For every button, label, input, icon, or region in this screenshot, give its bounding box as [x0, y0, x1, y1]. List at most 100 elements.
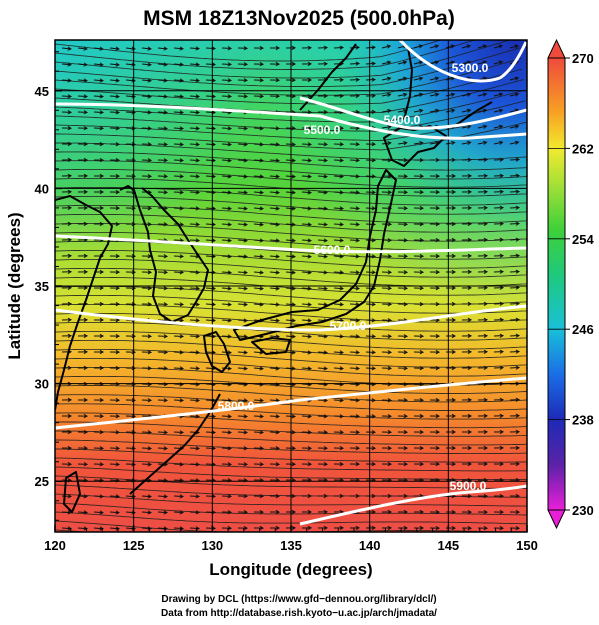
wind-arrow-head [147, 126, 153, 131]
wind-arrow [381, 124, 392, 130]
wind-arrow-head [259, 206, 264, 211]
wind-arrow-head [115, 414, 121, 419]
wind-arrow [317, 126, 329, 131]
wind-arrow [477, 429, 489, 435]
wind-arrow [141, 366, 153, 371]
wind-arrow [189, 286, 200, 291]
wind-arrow-head [531, 109, 534, 112]
wind-arrow-head [532, 446, 535, 449]
wind-arrow [349, 350, 360, 355]
wind-arrow [509, 461, 521, 467]
wind-arrow-head [227, 398, 232, 403]
wind-arrow-head [67, 429, 73, 435]
wind-arrow-shaft [333, 351, 343, 354]
wind-arrow [365, 461, 377, 467]
wind-arrow [397, 398, 409, 403]
wind-arrow [157, 78, 168, 83]
wind-arrow-shaft [205, 191, 215, 194]
wind-arrow-head [531, 141, 534, 144]
wind-arrow [397, 350, 409, 355]
wind-arrow [237, 62, 249, 67]
wind-arrow-shaft [221, 431, 231, 434]
wind-arrow [333, 158, 345, 163]
wind-arrow [349, 190, 360, 195]
wind-arrow-shaft [349, 175, 359, 178]
wind-arrow-head [419, 334, 425, 339]
wind-arrow-head [403, 158, 409, 163]
wind-arrow [413, 76, 424, 81]
wind-arrow-shaft [173, 79, 183, 82]
wind-arrow-head [99, 397, 105, 403]
wind-arrow-head [307, 158, 312, 163]
wind-arrow [205, 510, 217, 515]
wind-arrow [253, 94, 265, 99]
wind-arrow [173, 286, 185, 291]
wind-arrow [269, 254, 280, 259]
wind-arrow-head [83, 253, 89, 259]
wind-arrow [461, 526, 473, 531]
wind-arrow [397, 493, 409, 499]
wind-arrow [461, 221, 473, 227]
wind-arrow [93, 414, 105, 419]
wind-arrow-head [515, 509, 521, 515]
wind-arrow-head [259, 398, 264, 403]
wind-arrow-head [67, 317, 73, 322]
wind-arrow-head [419, 429, 425, 435]
wind-arrow [285, 61, 297, 67]
wind-arrow-head [403, 174, 409, 179]
wind-arrow-head [195, 446, 201, 451]
wind-arrow-head [499, 285, 505, 290]
wind-arrow-head [227, 494, 233, 499]
wind-arrow-head [67, 205, 73, 210]
wind-arrow-head [83, 317, 89, 323]
wind-arrow-head [275, 302, 280, 307]
wind-arrow [397, 525, 409, 531]
wind-arrow-head [147, 526, 152, 531]
wind-arrow-head [386, 60, 392, 65]
wind-arrow [445, 221, 457, 227]
wind-arrow-head [99, 333, 105, 339]
wind-arrow-shaft [189, 191, 199, 194]
wind-arrow [493, 205, 505, 210]
wind-arrow-head [387, 108, 392, 114]
wind-arrow-head [323, 206, 328, 211]
wind-arrow-shaft [157, 79, 167, 82]
wind-arrow [93, 430, 105, 435]
wind-arrow-head [307, 525, 313, 531]
wind-arrow-head [323, 238, 328, 243]
wind-arrow [93, 333, 105, 339]
wind-arrow [349, 525, 361, 531]
wind-arrow-head [355, 270, 360, 275]
wind-arrow-head [498, 60, 504, 65]
wind-arrow [509, 44, 520, 49]
wind-arrow [77, 221, 89, 227]
wind-arrow-head [355, 238, 360, 243]
wind-arrow-shaft [237, 207, 247, 210]
wind-arrow-head [307, 302, 312, 307]
wind-arrow [157, 446, 169, 451]
wind-arrow-head [163, 174, 169, 179]
wind-arrow-head [483, 397, 489, 403]
wind-arrow-head [499, 317, 505, 322]
wind-arrow-head [483, 429, 489, 435]
wind-arrow [237, 398, 248, 403]
wind-arrow-head [467, 140, 472, 145]
wind-arrow-head [131, 174, 137, 179]
wind-arrow-shaft [301, 271, 311, 274]
wind-arrow [173, 302, 185, 307]
wind-arrow-head [227, 174, 232, 179]
wind-arrow [493, 124, 504, 129]
wind-arrow [109, 142, 121, 147]
wind-arrow [477, 269, 489, 274]
wind-arrow [365, 398, 377, 403]
wind-arrow-head [450, 108, 456, 113]
wind-arrow [317, 509, 329, 515]
wind-arrow [269, 78, 281, 83]
wind-arrow-head [371, 238, 377, 243]
wind-arrow-shaft [413, 45, 423, 49]
wind-arrow-head [83, 494, 89, 499]
wind-arrow [237, 270, 248, 275]
wind-arrow-head [387, 92, 392, 97]
wind-arrow-shaft [205, 79, 215, 82]
wind-arrow [509, 333, 521, 338]
